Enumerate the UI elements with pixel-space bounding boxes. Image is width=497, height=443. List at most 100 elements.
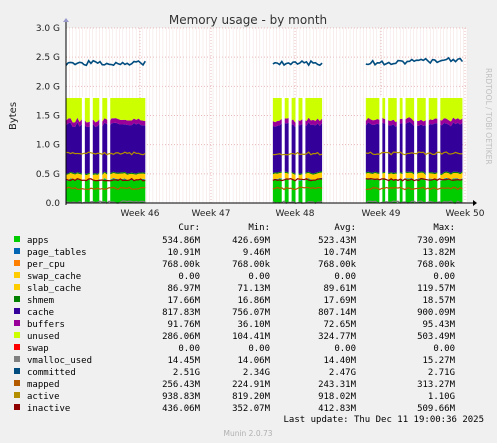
legend-swatch-slab_cache	[14, 284, 20, 290]
legend-value: 2.71G	[428, 368, 455, 378]
legend-value: 768.00k	[232, 260, 271, 270]
line-committed	[272, 59, 323, 67]
data-gap	[89, 97, 93, 203]
data-gap	[437, 97, 441, 203]
legend-value: 15.27M	[422, 356, 455, 366]
legend-value: 95.43M	[422, 320, 455, 330]
legend-name-swap_cache: swap_cache	[27, 272, 81, 282]
legend-swatch-committed	[14, 368, 20, 374]
y-tick-labels: 0.0 0.5 G 1.0 G 1.5 G 2.0 G 2.5 G 3.0 G	[36, 24, 60, 209]
data-gap	[295, 97, 299, 203]
legend-swatch-buffers	[14, 320, 20, 326]
legend-value: 14.45M	[167, 356, 200, 366]
legend-value: 2.51G	[173, 368, 200, 378]
y-tick-label: 0.5 G	[36, 170, 60, 180]
legend-name-committed: committed	[27, 368, 76, 378]
legend-value: 0.00	[248, 272, 270, 282]
legend-name-shmem: shmem	[27, 296, 54, 306]
legend-name-per_cpu: per_cpu	[27, 260, 65, 270]
legend-name-apps: apps	[27, 236, 49, 246]
legend-value: 91.76M	[167, 320, 200, 330]
legend-value: 0.00	[178, 344, 200, 354]
legend-value: 10.91M	[167, 248, 200, 258]
legend-value: 352.07M	[232, 404, 271, 414]
y-tick-label: 1.0 G	[36, 141, 60, 151]
axes	[63, 18, 477, 206]
line-inactive	[272, 178, 323, 182]
chart-title: Memory usage - by month	[169, 13, 327, 27]
legend-value: 1.10G	[428, 392, 455, 402]
legend-swatch-active	[14, 392, 20, 398]
legend-value: 13.82M	[422, 248, 455, 258]
legend-value: 938.83M	[162, 392, 201, 402]
line-committed	[65, 59, 146, 67]
legend-value: 730.09M	[417, 236, 456, 246]
x-tick-label: Week 46	[121, 209, 160, 219]
legend-name-inactive: inactive	[27, 404, 70, 414]
data-gap	[288, 97, 292, 203]
legend-value: 0.00	[178, 272, 200, 282]
line-vmalloc_used	[65, 200, 146, 204]
legend-value: 104.41M	[232, 332, 271, 342]
legend-value: 2.34G	[243, 368, 270, 378]
data-gap	[99, 97, 103, 203]
area-buffers	[66, 117, 146, 128]
x-axis-arrow	[473, 200, 477, 206]
legend-value: 16.86M	[237, 296, 270, 306]
y-tick-label: 2.5 G	[36, 53, 60, 63]
legend-name-active: active	[27, 392, 60, 402]
legend-value: 119.57M	[417, 284, 456, 294]
x-tick-label: Week 50	[446, 209, 485, 219]
data-gap	[402, 97, 406, 203]
legend-name-slab_cache: slab_cache	[27, 284, 81, 294]
x-tick-labels: Week 46 Week 47 Week 48 Week 49 Week 50	[121, 209, 485, 219]
y-tick-label: 2.0 G	[36, 82, 60, 92]
legend-value: 324.77M	[318, 332, 357, 342]
legend-value: 807.14M	[318, 308, 357, 318]
line-active	[365, 151, 463, 156]
x-tick-label: Week 49	[362, 209, 401, 219]
legend-value: 17.69M	[323, 296, 356, 306]
line-mapped	[365, 186, 463, 191]
area-apps	[66, 178, 146, 203]
rrdtool-credit: RRDTOOL / TOBI OETIKER	[484, 68, 493, 165]
legend-swatch-page_tables	[14, 248, 20, 254]
legend-swatch-unused	[14, 332, 20, 338]
legend-name-buffers: buffers	[27, 320, 65, 330]
area-unused	[66, 98, 146, 123]
legend-value: 0.00	[248, 344, 270, 354]
legend-name-vmalloc_used: vmalloc_used	[27, 356, 92, 366]
line-inactive	[65, 177, 146, 182]
last-update: Last update: Thu Dec 11 19:00:36 2025	[284, 415, 484, 425]
legend-value: 412.83M	[318, 404, 357, 414]
legend-value: 0.00	[433, 344, 455, 354]
line-active	[65, 151, 146, 156]
legend-header: Avg:	[334, 223, 356, 233]
legend-value: 768.00k	[417, 260, 456, 270]
legend-value: 313.27M	[417, 380, 456, 390]
legend-value: 509.66M	[417, 404, 456, 414]
legend-value: 0.00	[334, 272, 356, 282]
line-committed	[365, 56, 464, 67]
legend-swatch-mapped	[14, 380, 20, 386]
legend-value: 71.13M	[237, 284, 270, 294]
legend-swatch-apps	[14, 236, 20, 242]
legend-header: Max:	[433, 223, 455, 233]
y-tick-label: 0.0	[46, 199, 61, 209]
legend-name-mapped: mapped	[27, 380, 60, 390]
y-axis-label: Bytes	[8, 102, 19, 130]
legend-value: 436.06M	[162, 404, 201, 414]
legend-name-cache: cache	[27, 308, 54, 318]
legend-swatch-cache	[14, 308, 20, 314]
legend-value: 286.06M	[162, 332, 201, 342]
legend-value: 426.69M	[232, 236, 271, 246]
legend-value: 503.49M	[417, 332, 456, 342]
legend-value: 14.40M	[323, 356, 356, 366]
data-gap	[379, 97, 383, 203]
data-gap	[425, 97, 429, 203]
legend-value: 756.07M	[232, 308, 271, 318]
data-gap	[281, 97, 285, 203]
line-vmalloc_used	[365, 200, 463, 204]
data-gap	[396, 97, 400, 203]
